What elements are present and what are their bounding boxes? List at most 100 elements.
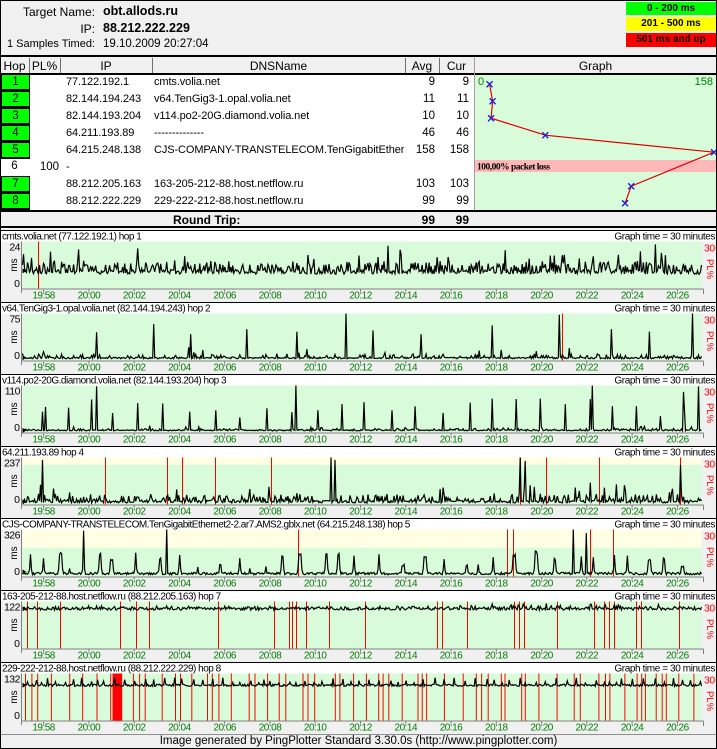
- svg-text:20:12: 20:12: [349, 291, 372, 302]
- svg-text:30: 30: [704, 603, 715, 615]
- svg-text:20:12: 20:12: [349, 435, 372, 446]
- svg-text:20:08: 20:08: [259, 363, 282, 374]
- svg-text:20:26: 20:26: [666, 579, 689, 590]
- svg-text:PL%: PL%: [704, 691, 715, 712]
- svg-text:20:02: 20:02: [123, 363, 146, 374]
- svg-text:20:10: 20:10: [304, 723, 327, 734]
- svg-text:100,00% packet loss: 100,00% packet loss: [477, 162, 550, 172]
- svg-text:0: 0: [14, 422, 20, 434]
- svg-text:20:12: 20:12: [349, 579, 372, 590]
- svg-text:PL%: PL%: [704, 331, 715, 352]
- svg-text:30: 30: [704, 459, 715, 471]
- svg-text:PL%: PL%: [704, 547, 715, 568]
- svg-text:20:24: 20:24: [621, 507, 644, 518]
- svg-text:20:16: 20:16: [440, 363, 463, 374]
- svg-text:20:00: 20:00: [78, 363, 101, 374]
- svg-text:20:06: 20:06: [213, 435, 236, 446]
- svg-text:20:08: 20:08: [259, 507, 282, 518]
- svg-text:20:20: 20:20: [530, 651, 553, 662]
- svg-text:20:14: 20:14: [395, 651, 418, 662]
- svg-text:20:16: 20:16: [440, 291, 463, 302]
- svg-text:Graph time = 30 minutes: Graph time = 30 minutes: [614, 520, 715, 531]
- svg-text:20:22: 20:22: [576, 651, 599, 662]
- svg-text:20:02: 20:02: [123, 651, 146, 662]
- svg-text:20:18: 20:18: [485, 723, 508, 734]
- svg-text:PL%: PL%: [704, 619, 715, 640]
- svg-text:20:12: 20:12: [349, 507, 372, 518]
- svg-text:326: 326: [4, 530, 21, 542]
- svg-text:20:06: 20:06: [213, 723, 236, 734]
- svg-text:Graph time = 30 minutes: Graph time = 30 minutes: [614, 448, 715, 459]
- svg-text:PL%: PL%: [704, 403, 715, 424]
- svg-text:24: 24: [9, 242, 20, 254]
- svg-text:20:12: 20:12: [349, 651, 372, 662]
- svg-text:ms: ms: [9, 330, 20, 343]
- svg-text:Graph time = 30 minutes: Graph time = 30 minutes: [614, 232, 715, 243]
- svg-text:CJS-COMPANY-TRANSTELECOM.TenGi: CJS-COMPANY-TRANSTELECOM.TenGigabitEther…: [2, 520, 411, 531]
- svg-text:20:20: 20:20: [530, 723, 553, 734]
- svg-text:20:22: 20:22: [576, 435, 599, 446]
- svg-text:20:18: 20:18: [485, 579, 508, 590]
- svg-text:20:26: 20:26: [666, 723, 689, 734]
- svg-text:20:10: 20:10: [304, 507, 327, 518]
- svg-text:Graph time = 30 minutes: Graph time = 30 minutes: [614, 664, 715, 675]
- svg-text:19:58: 19:58: [32, 579, 55, 590]
- svg-text:cmts.volia.net (77.122.192.1): cmts.volia.net (77.122.192.1) hop 1: [2, 232, 142, 243]
- svg-text:20:14: 20:14: [395, 579, 418, 590]
- svg-text:20:06: 20:06: [213, 651, 236, 662]
- svg-text:20:02: 20:02: [123, 723, 146, 734]
- svg-text:229-222-212-88.host.netflow.ru: 229-222-212-88.host.netflow.ru (88.212.2…: [2, 664, 222, 675]
- svg-text:0: 0: [14, 710, 20, 722]
- svg-text:Graph time = 30 minutes: Graph time = 30 minutes: [614, 592, 715, 603]
- svg-text:20:16: 20:16: [440, 579, 463, 590]
- svg-text:ms: ms: [9, 690, 20, 703]
- svg-text:20:16: 20:16: [440, 507, 463, 518]
- svg-text:20:08: 20:08: [259, 723, 282, 734]
- svg-text:0: 0: [14, 566, 20, 578]
- svg-text:30: 30: [704, 243, 715, 255]
- svg-text:0: 0: [14, 638, 20, 650]
- svg-text:20:14: 20:14: [395, 507, 418, 518]
- svg-text:30: 30: [704, 531, 715, 543]
- svg-text:20:04: 20:04: [168, 291, 191, 302]
- svg-text:ms: ms: [9, 618, 20, 631]
- svg-text:20:08: 20:08: [259, 651, 282, 662]
- svg-text:20:20: 20:20: [530, 291, 553, 302]
- svg-text:PL%: PL%: [704, 475, 715, 496]
- svg-text:20:22: 20:22: [576, 363, 599, 374]
- svg-text:ms: ms: [9, 474, 20, 487]
- svg-text:122: 122: [4, 602, 21, 614]
- svg-text:20:26: 20:26: [666, 651, 689, 662]
- svg-text:20:24: 20:24: [621, 363, 644, 374]
- svg-text:132: 132: [4, 674, 21, 686]
- svg-text:20:10: 20:10: [304, 651, 327, 662]
- svg-text:19:58: 19:58: [32, 363, 55, 374]
- svg-text:20:24: 20:24: [621, 435, 644, 446]
- svg-text:20:14: 20:14: [395, 363, 418, 374]
- svg-text:20:18: 20:18: [485, 435, 508, 446]
- svg-text:PL%: PL%: [704, 259, 715, 280]
- svg-text:30: 30: [704, 387, 715, 399]
- svg-text:20:26: 20:26: [666, 363, 689, 374]
- svg-text:20:22: 20:22: [576, 579, 599, 590]
- svg-text:20:10: 20:10: [304, 579, 327, 590]
- svg-text:20:14: 20:14: [395, 723, 418, 734]
- svg-text:20:24: 20:24: [621, 723, 644, 734]
- svg-text:20:26: 20:26: [666, 291, 689, 302]
- svg-text:20:08: 20:08: [259, 291, 282, 302]
- svg-text:19:58: 19:58: [32, 507, 55, 518]
- svg-text:0: 0: [14, 350, 20, 362]
- svg-text:0: 0: [478, 76, 484, 88]
- svg-text:75: 75: [9, 314, 20, 326]
- svg-text:ms: ms: [9, 546, 20, 559]
- svg-text:Graph time = 30 minutes: Graph time = 30 minutes: [614, 376, 715, 387]
- svg-text:20:26: 20:26: [666, 435, 689, 446]
- svg-text:20:10: 20:10: [304, 291, 327, 302]
- svg-text:20:04: 20:04: [168, 507, 191, 518]
- svg-text:Graph time = 30 minutes: Graph time = 30 minutes: [614, 304, 715, 315]
- svg-text:20:14: 20:14: [395, 291, 418, 302]
- svg-text:20:20: 20:20: [530, 435, 553, 446]
- svg-text:110: 110: [5, 386, 21, 398]
- svg-text:20:00: 20:00: [78, 579, 101, 590]
- svg-text:v114.po2-20G.diamond.volia.net: v114.po2-20G.diamond.volia.net (82.144.1…: [2, 376, 227, 387]
